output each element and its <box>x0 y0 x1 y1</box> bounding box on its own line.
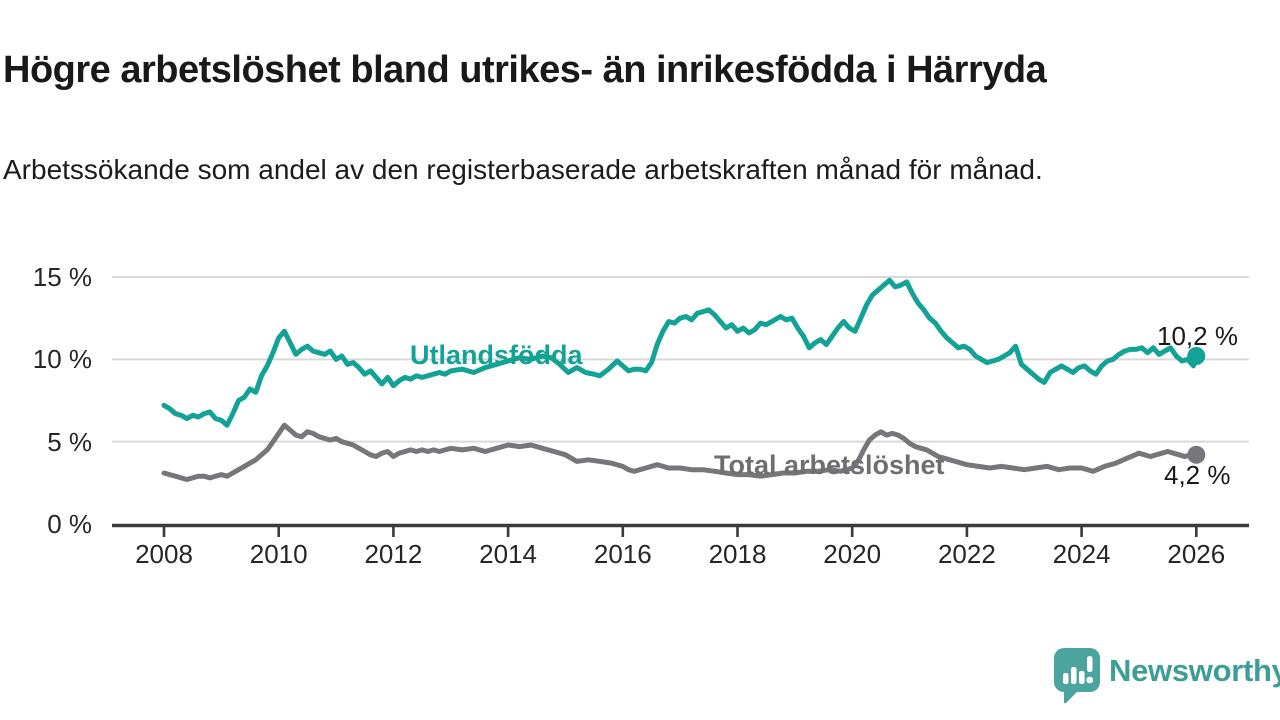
x-tick-label: 2020 <box>823 539 882 569</box>
x-tick-label: 2018 <box>708 539 767 569</box>
series-label-total-arbetsloshet: Total arbetslöshet <box>714 450 945 480</box>
y-tick-label: 10 % <box>32 344 92 375</box>
series-end-dot-1 <box>1187 445 1206 464</box>
x-tick-label: 2026 <box>1167 539 1226 569</box>
x-tick-label: 2014 <box>479 539 538 569</box>
y-tick-label: 5 % <box>47 426 92 457</box>
newsworthy-speech-bubble-chart-icon <box>1054 648 1100 704</box>
brand-name: Newsworthy <box>1109 653 1280 688</box>
series-line-0 <box>161 277 1199 428</box>
x-tick-label: 2022 <box>937 539 996 569</box>
x-tick-label: 2012 <box>364 539 423 569</box>
series-label-utlandsfodda: Utlandsfödda <box>410 340 583 370</box>
end-value-total-arbetsloshet: 4,2 % <box>1164 460 1231 490</box>
series-line-1 <box>161 422 1199 482</box>
y-tick-label: 0 % <box>47 509 92 539</box>
newsworthy-logo: Newsworthy <box>1054 648 1280 704</box>
x-tick-label: 2024 <box>1052 539 1111 569</box>
x-tick-label: 2010 <box>249 539 308 569</box>
series-end-dot-0 <box>1187 347 1206 365</box>
end-value-utlandsfodda: 10,2 % <box>1157 321 1238 351</box>
x-tick-label: 2008 <box>135 539 193 569</box>
y-tick-label: 15 % <box>32 261 92 292</box>
page-title: Högre arbetslöshet bland utrikes- än inr… <box>3 49 1047 92</box>
chart-subtitle: Arbetssökande som andel av den registerb… <box>3 154 1043 185</box>
x-tick-label: 2016 <box>593 539 652 569</box>
